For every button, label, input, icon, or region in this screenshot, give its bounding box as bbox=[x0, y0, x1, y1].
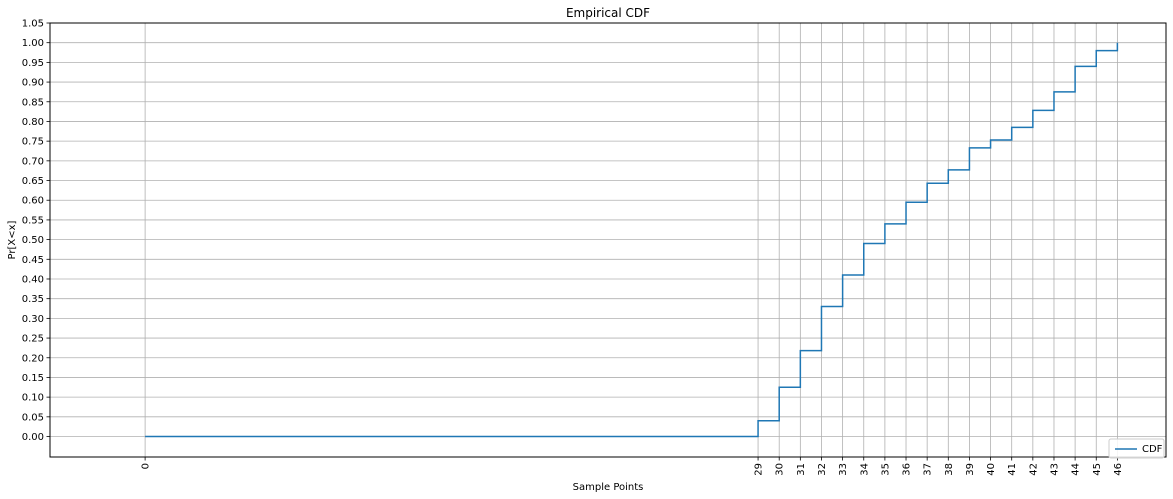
x-tick-label: 40 bbox=[986, 463, 997, 476]
x-tick-label: 36 bbox=[902, 463, 913, 476]
y-tick-label: 0.95 bbox=[22, 58, 44, 69]
y-tick-label: 0.45 bbox=[22, 255, 44, 266]
x-tick-label: 33 bbox=[838, 463, 849, 476]
y-tick-label: 0.00 bbox=[22, 432, 44, 443]
y-tick-label: 0.30 bbox=[22, 314, 44, 325]
y-tick-label: 1.00 bbox=[22, 38, 44, 49]
y-tick-label: 0.70 bbox=[22, 156, 44, 167]
y-tick-label: 0.50 bbox=[22, 235, 44, 246]
y-tick-label: 0.10 bbox=[22, 393, 44, 404]
x-tick-label: 37 bbox=[923, 463, 934, 476]
x-tick-label: 39 bbox=[965, 463, 976, 476]
x-axis-label: Sample Points bbox=[573, 482, 644, 493]
x-tick-label: 31 bbox=[796, 463, 807, 476]
x-tick-label: 43 bbox=[1049, 463, 1060, 476]
y-tick-label: 0.40 bbox=[22, 274, 44, 285]
x-tick-label: 45 bbox=[1092, 463, 1103, 476]
y-tick-label: 0.85 bbox=[22, 97, 44, 108]
y-tick-label: 0.25 bbox=[22, 334, 44, 345]
legend-label: CDF bbox=[1142, 444, 1163, 455]
y-tick-label: 0.90 bbox=[22, 78, 44, 89]
y-tick-label: 0.20 bbox=[22, 353, 44, 364]
x-tick-label: 38 bbox=[944, 463, 955, 476]
x-tick-label: 42 bbox=[1028, 463, 1039, 476]
y-axis: 0.00 0.05 0.10 0.15 0.20 0.25 0.30 0.35 0.40 0.45… bbox=[22, 19, 50, 443]
y-tick-label: 0.80 bbox=[22, 117, 44, 128]
grid-layer bbox=[50, 22, 1166, 457]
x-tick-label: 32 bbox=[817, 463, 828, 476]
y-tick-label: 1.05 bbox=[22, 19, 44, 30]
x-tick-label: 35 bbox=[880, 463, 891, 476]
x-tick-label: 29 bbox=[754, 463, 765, 476]
y-tick-label: 0.05 bbox=[22, 412, 44, 423]
y-tick-label: 0.75 bbox=[22, 137, 44, 148]
chart-title: Empirical CDF bbox=[566, 6, 650, 20]
y-tick-label: 0.35 bbox=[22, 294, 44, 305]
x-tick-label: 46 bbox=[1113, 463, 1124, 476]
x-axis: 0 29 30 31 32 33 34 35 36 37 38 39 40 41 42 43 44 45 46 bbox=[141, 457, 1124, 476]
y-tick-label: 0.65 bbox=[22, 176, 44, 187]
x-tick-label: 34 bbox=[859, 463, 870, 476]
y-axis-label: Pr[X<x] bbox=[7, 220, 18, 259]
x-tick-label: 44 bbox=[1071, 463, 1082, 476]
y-tick-label: 0.15 bbox=[22, 373, 44, 384]
legend: CDF bbox=[1108, 438, 1165, 459]
y-tick-label: 0.60 bbox=[22, 196, 44, 207]
x-tick-label: 41 bbox=[1007, 463, 1018, 476]
series-layer bbox=[145, 42, 1119, 438]
y-tick-label: 0.55 bbox=[22, 215, 44, 226]
x-tick-label: 30 bbox=[775, 463, 786, 476]
x-tick-label: 0 bbox=[141, 463, 152, 469]
